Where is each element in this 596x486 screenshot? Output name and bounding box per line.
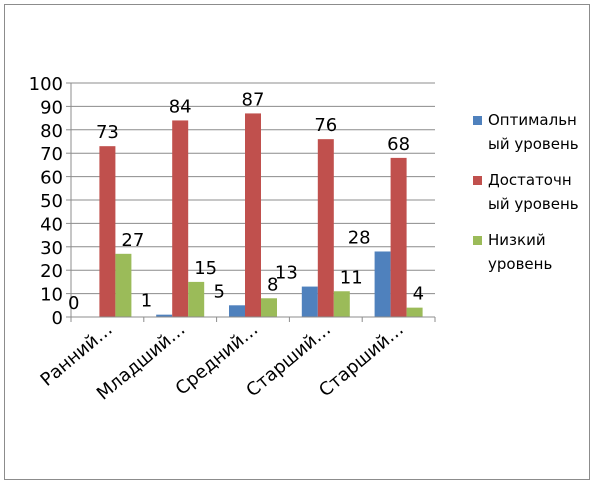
bar <box>390 157 407 317</box>
bars <box>99 113 423 317</box>
legend-swatch <box>473 236 482 245</box>
data-labels: 0 73 27 1 84 155 87 813 76 11 28 68 4 <box>68 89 424 314</box>
legend-swatch <box>473 176 482 185</box>
bar <box>115 253 132 317</box>
data-label: 68 <box>387 134 410 155</box>
y-tick-label: 30 <box>40 238 63 259</box>
bar <box>333 291 350 317</box>
legend-label: Низкий <box>488 231 546 249</box>
bar <box>317 139 334 317</box>
bar <box>172 120 189 317</box>
data-label: 84 <box>169 96 192 117</box>
data-label: 8 <box>267 274 278 295</box>
y-tick-label: 80 <box>40 121 63 142</box>
legend-label: Оптимальн <box>488 111 577 129</box>
legend: Оптимальн ый уровень Достаточн ый уровень Ни… <box>473 111 579 273</box>
y-tick-label: 60 <box>40 168 63 189</box>
bar <box>188 281 205 317</box>
data-label: 87 <box>242 89 265 110</box>
legend-label: уровень <box>488 255 552 273</box>
data-label: 76 <box>314 115 337 136</box>
data-label: 11 <box>340 267 363 288</box>
legend-swatch <box>473 116 482 125</box>
y-tick-label: 100 <box>29 74 63 95</box>
bar <box>406 307 423 317</box>
y-tick-label: 20 <box>40 261 63 282</box>
data-label: 28 <box>348 227 371 248</box>
y-tick-label: 50 <box>40 191 63 212</box>
data-label: 4 <box>413 284 424 305</box>
data-label: 5 <box>214 281 225 302</box>
bar <box>156 314 173 317</box>
data-label: 0 <box>68 293 79 314</box>
bar <box>229 305 245 317</box>
chart-frame: 0 10 20 30 40 50 60 70 80 90 100 0 73 27 1 84 15 5 87 8 13 7… <box>4 4 590 480</box>
legend-label: ый уровень <box>488 135 579 153</box>
y-tick-label: 70 <box>40 144 63 165</box>
bar <box>374 251 391 317</box>
legend-label: Достаточн <box>488 171 572 189</box>
y-tick-label: 10 <box>40 285 63 306</box>
y-tick-label: 0 <box>52 308 63 329</box>
bar <box>99 146 116 317</box>
bar <box>245 113 261 317</box>
data-label: 1 <box>141 291 152 312</box>
y-tick-label: 90 <box>40 97 63 118</box>
bar <box>301 286 318 317</box>
data-label: 27 <box>121 230 144 251</box>
y-tick-label: 40 <box>40 214 63 235</box>
legend-label: ый уровень <box>488 195 579 213</box>
bar <box>261 298 277 317</box>
data-label: 73 <box>96 122 119 143</box>
x-axis: Ранний…Младший…Средний…Старший…Старший… <box>37 316 436 405</box>
data-label: 13 <box>275 263 298 284</box>
data-label: 15 <box>194 258 217 279</box>
